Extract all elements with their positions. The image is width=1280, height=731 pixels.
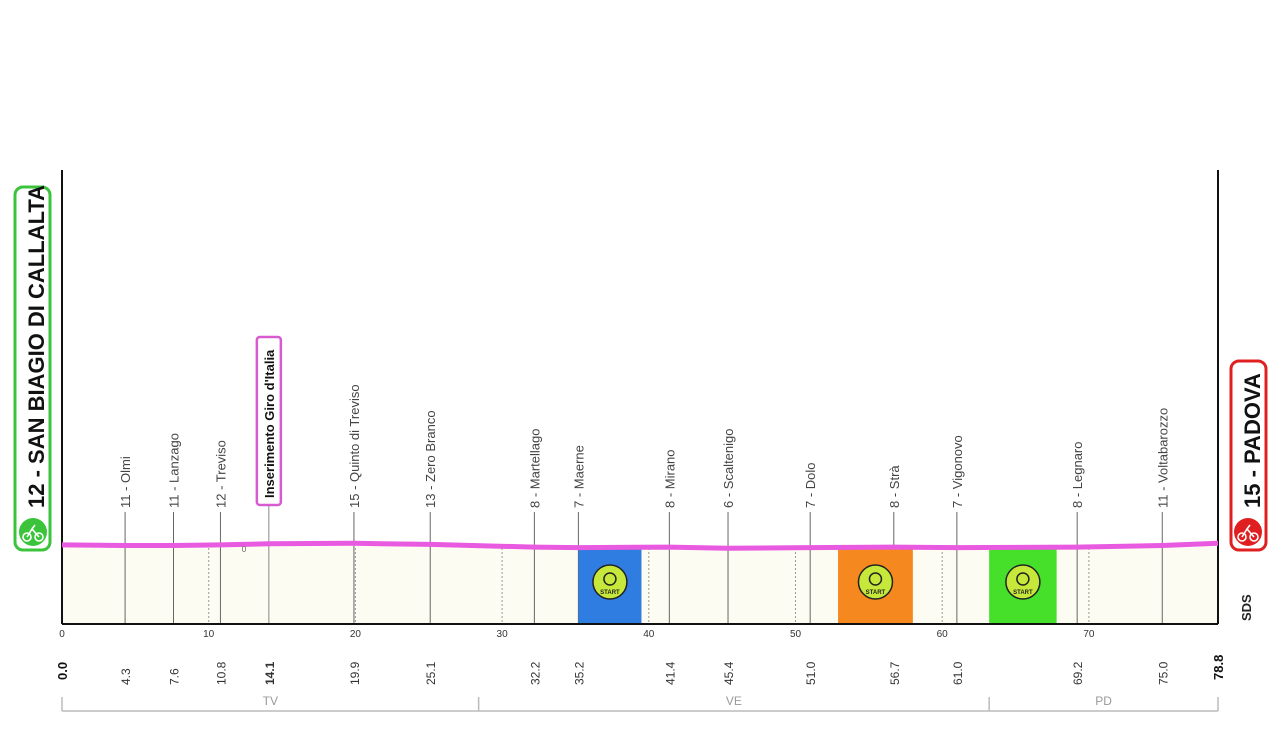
- stopwatch-icon: [592, 564, 628, 600]
- waypoint-km-label: 51.0: [804, 661, 818, 685]
- waypoint-name: 7 - Maerne: [571, 445, 586, 508]
- brand-logo: SDS: [1239, 594, 1254, 621]
- waypoint-name: 12 - Treviso: [213, 440, 228, 508]
- segment-start-label: START: [1013, 590, 1033, 596]
- province-label: PD: [1095, 694, 1112, 708]
- x-tick-label: 30: [497, 629, 509, 640]
- highlight-box: [255, 335, 283, 507]
- waypoint-name: 6 - Scaltenigo: [721, 429, 736, 509]
- waypoint-name: 11 - Voltabarozzo: [1155, 408, 1170, 508]
- province-label: VE: [726, 694, 742, 708]
- x-tick-label: 70: [1083, 629, 1095, 640]
- waypoint-name: 7 - Dolo: [803, 462, 818, 508]
- sprint-icon-glyph: [868, 572, 883, 586]
- waypoint-km-label: 69.2: [1071, 661, 1085, 685]
- waypoint-name: 8 - Martellago: [527, 429, 542, 508]
- waypoint-km-label: 25.1: [424, 661, 438, 685]
- cyclist-icon: [1234, 518, 1262, 546]
- waypoint-km-label: 14.1: [263, 661, 277, 685]
- start-badge: 12 - SAN BIAGIO DI CALLALTA: [13, 185, 52, 552]
- climber-icon: [1005, 564, 1041, 600]
- x-tick-label: 50: [790, 629, 802, 640]
- start-label: 12 - SAN BIAGIO DI CALLALTA: [24, 185, 49, 508]
- cyclist-icon: [19, 518, 47, 546]
- segment-start-label: START: [866, 590, 886, 596]
- waypoint-km-label: 56.7: [888, 661, 902, 685]
- waypoint-km-label: 10.8: [214, 661, 228, 685]
- start-km-label: 0.0: [55, 662, 70, 680]
- waypoint-km-label: 45.4: [722, 661, 736, 685]
- segment-start-label: START: [600, 590, 620, 596]
- waypoint-name: 11 - Olmi: [118, 456, 133, 508]
- finish-label: 15 - PADOVA: [1240, 373, 1265, 508]
- x-tick-label: 60: [937, 629, 949, 640]
- waypoint-km-label: 4.3: [119, 668, 133, 685]
- waypoint-km-label: 35.2: [572, 661, 586, 685]
- waypoint-km-label: 41.4: [663, 661, 677, 685]
- highlight-marker: Inserimento Giro d'Italia: [255, 335, 283, 507]
- sprint-icon: [857, 564, 894, 600]
- waypoint-name: 7 - Vigonovo: [950, 435, 965, 508]
- finish-km-label: 78.8: [1211, 655, 1226, 680]
- x-tick-label: 20: [350, 629, 362, 640]
- waypoint-km-label: 61.0: [951, 661, 965, 685]
- province-label: TV: [263, 694, 278, 708]
- waypoint-km-label: 32.2: [528, 661, 542, 685]
- waypoint-km-label: 19.9: [348, 661, 362, 685]
- x-tick-label: 0: [59, 629, 65, 640]
- waypoint-name: 15 - Quinto di Treviso: [347, 384, 362, 508]
- x-tick-label: 10: [203, 629, 215, 640]
- minor-elevation-label: 0: [242, 545, 247, 554]
- waypoint-name: 8 - Mirano: [662, 449, 677, 508]
- waypoint-name: 8 - Strà: [887, 465, 902, 508]
- waypoint-km-label: 7.6: [167, 668, 181, 685]
- waypoint-km-label: 75.0: [1156, 661, 1170, 685]
- x-tick-label: 40: [643, 629, 655, 640]
- waypoint-name: 11 - Lanzago: [166, 433, 181, 508]
- climber-icon-glyph: [1016, 572, 1030, 586]
- waypoint-name: 13 - Zero Branco: [423, 410, 438, 508]
- waypoint-name: Inserimento Giro d'Italia: [262, 349, 277, 498]
- finish-badge: 15 - PADOVA: [1229, 359, 1268, 552]
- waypoint-name: 8 - Legnaro: [1070, 442, 1085, 509]
- elevation-profile-line: [61, 540, 1219, 551]
- stopwatch-icon-glyph: [603, 572, 617, 586]
